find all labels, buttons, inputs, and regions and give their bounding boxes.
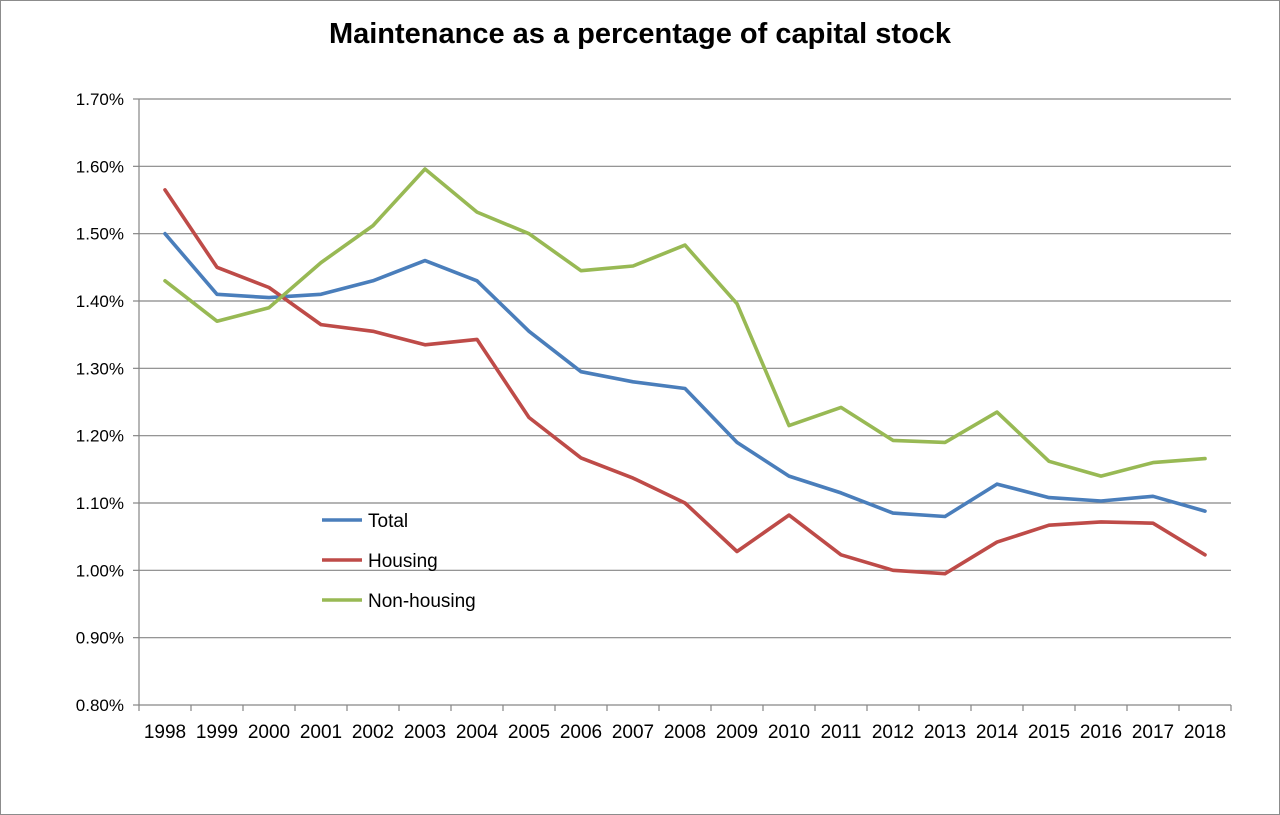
- chart-title: Maintenance as a percentage of capital s…: [328, 18, 952, 50]
- gridlines: [139, 98, 1231, 639]
- y-tick-label: 1.30%: [76, 359, 124, 378]
- x-axis-tick-labels: 1998 1999 2000 2001 2002 2003 2004 2005 2006 2007…: [144, 722, 1226, 743]
- axes: [133, 98, 1232, 711]
- series-lines: [163, 167, 1207, 576]
- y-tick-label: 1.00%: [76, 561, 124, 580]
- x-tick-label: 2006: [560, 722, 602, 743]
- x-tick-label: 2002: [352, 722, 394, 743]
- x-tick-label: 2000: [248, 722, 290, 743]
- x-tick-label: 2005: [508, 722, 550, 743]
- x-tick-label: 2018: [1184, 722, 1226, 743]
- y-tick-label: 1.50%: [76, 225, 124, 244]
- x-tick-label: 2011: [821, 722, 862, 743]
- y-tick-label: 0.80%: [76, 696, 124, 715]
- y-axis-tick-labels: 0.80% 0.90% 1.00% 1.10% 1.20% 1.30% 1.40% 1.50%…: [76, 90, 124, 715]
- series-line-non-housing: [163, 167, 1207, 478]
- x-tick-label: 2004: [456, 722, 499, 743]
- x-tick-label: 1998: [144, 722, 186, 743]
- y-tick-label: 1.70%: [76, 90, 124, 109]
- x-tick-label: 2009: [716, 722, 758, 743]
- legend-label-non-housing: Non-housing: [368, 591, 476, 612]
- y-tick-label: 1.10%: [76, 494, 124, 513]
- x-tick-label: 1999: [196, 722, 238, 743]
- y-tick-label: 1.40%: [76, 292, 124, 311]
- y-tick-label: 0.90%: [76, 629, 124, 648]
- x-tick-label: 2001: [300, 722, 342, 743]
- series-line-total: [163, 231, 1207, 519]
- x-tick-label: 2007: [612, 722, 654, 743]
- x-tick-label: 2017: [1132, 722, 1174, 743]
- legend: Total Housing Non-housing: [322, 511, 476, 612]
- x-tick-label: 2014: [976, 722, 1019, 743]
- x-tick-label: 2008: [664, 722, 706, 743]
- x-tick-label: 2003: [404, 722, 446, 743]
- series-line-housing: [163, 188, 1207, 576]
- x-tick-label: 2013: [924, 722, 966, 743]
- x-tick-label: 2015: [1028, 722, 1070, 743]
- x-tick-label: 2010: [768, 722, 810, 743]
- y-tick-label: 1.20%: [76, 427, 124, 446]
- legend-label-housing: Housing: [368, 551, 438, 572]
- legend-label-total: Total: [368, 511, 408, 532]
- y-tick-label: 1.60%: [76, 157, 124, 176]
- x-tick-label: 2012: [872, 722, 914, 743]
- x-tick-label: 2016: [1080, 722, 1122, 743]
